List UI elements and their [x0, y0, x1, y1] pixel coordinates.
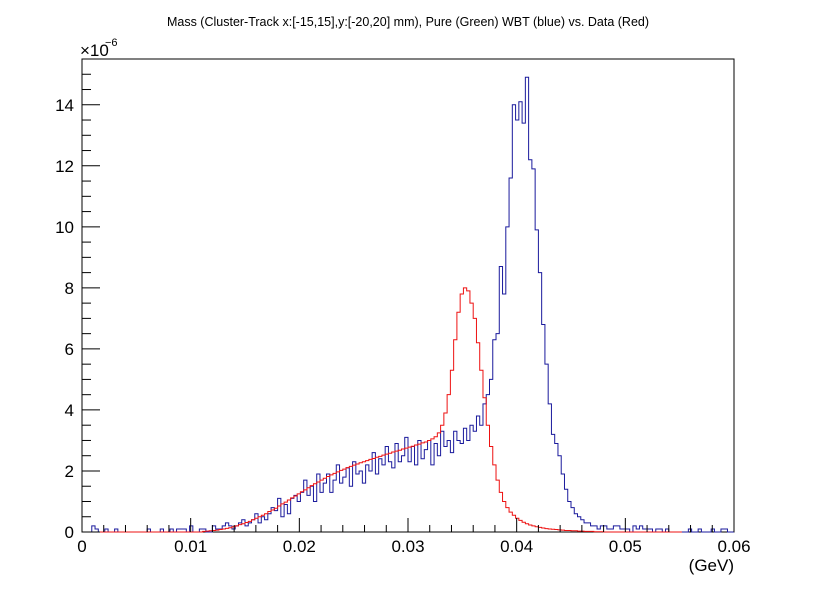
y-multiplier-base: ×10: [80, 41, 109, 60]
y-multiplier: ×10 −6: [80, 37, 118, 60]
x-tick-label: 0.06: [717, 537, 750, 556]
y-tick-label: 0: [65, 523, 74, 542]
chart-title: Mass (Cluster-Track x:[-15,15],y:[-20,20…: [167, 15, 649, 29]
histogram-series-red: [82, 287, 682, 533]
y-tick-label: 6: [65, 340, 74, 359]
x-tick-label: 0: [77, 537, 86, 556]
y-multiplier-exponent: −6: [105, 37, 118, 49]
y-tick-label: 12: [55, 157, 74, 176]
x-tick-label: 0.01: [174, 537, 207, 556]
x-tick-label: 0.04: [500, 537, 533, 556]
y-tick-label: 8: [65, 279, 74, 298]
x-tick-label: 0.03: [391, 537, 424, 556]
y-tick-label: 2: [65, 462, 74, 481]
x-tick-label: 0.05: [609, 537, 642, 556]
y-tick-labels: 0 2 4 6 8 10 12 14: [55, 96, 74, 542]
y-tick-label: 10: [55, 218, 74, 237]
y-tick-label: 14: [55, 96, 74, 115]
x-tick-labels: 0 0.01 0.02 0.03 0.04 0.05 0.06: [77, 537, 750, 556]
histogram-series-blue: [82, 76, 734, 533]
axis-ticks: [81, 58, 735, 533]
x-axis-label: (GeV): [689, 556, 734, 575]
series-layer: [82, 76, 734, 533]
x-tick-label: 0.02: [283, 537, 316, 556]
y-tick-label: 4: [65, 401, 74, 420]
